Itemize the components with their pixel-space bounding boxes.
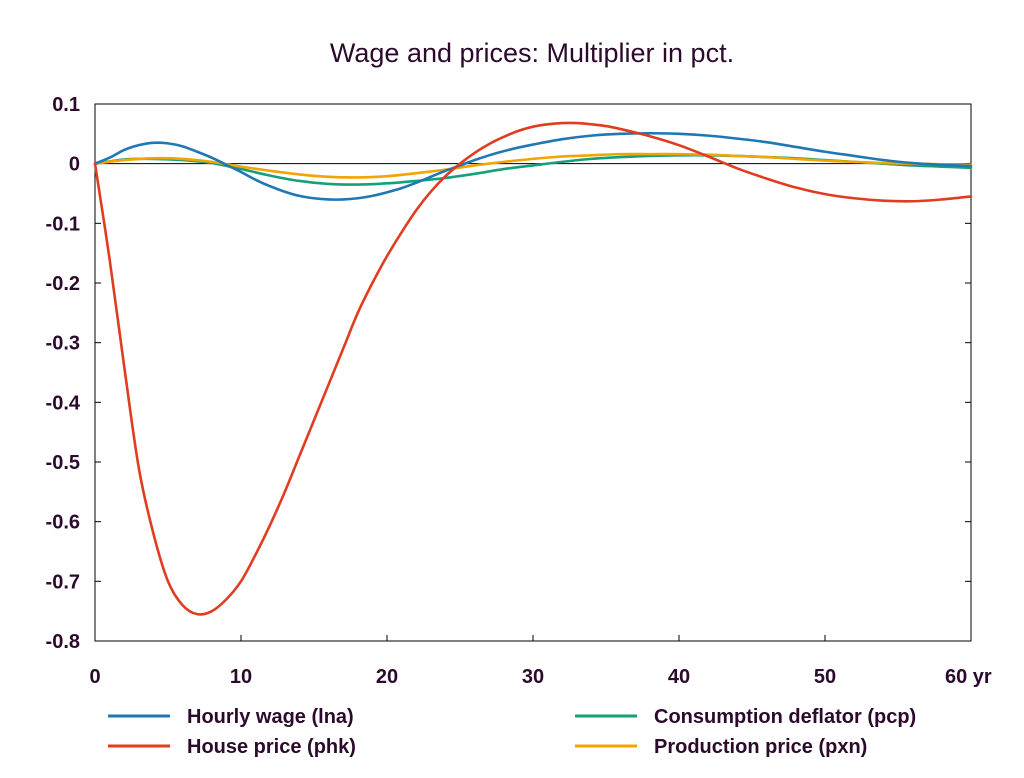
x-tick-label: 20 — [376, 666, 398, 688]
y-tick-label: -0.4 — [46, 392, 81, 414]
series-line-house-price-phk — [93, 121, 973, 616]
y-tick-label: 0.1 — [52, 94, 80, 116]
y-tick-label: -0.1 — [46, 213, 80, 235]
x-tick-label: 0 — [89, 666, 100, 688]
legend-label-house-price-phk: House price (phk) — [187, 736, 356, 758]
x-tick-label: 30 — [522, 666, 544, 688]
x-tick-label: 10 — [230, 666, 252, 688]
legend-label-hourly-wage-lna: Hourly wage (lna) — [187, 706, 354, 728]
plot-area-frame — [94, 103, 972, 642]
y-tick-label: -0.6 — [46, 512, 80, 534]
x-tick-label: 60 yr — [945, 666, 992, 688]
y-tick-label: -0.8 — [46, 631, 80, 653]
x-tick-label: 50 — [814, 666, 836, 688]
y-tick-label: -0.5 — [46, 452, 80, 474]
y-tick-label: -0.2 — [46, 273, 80, 295]
legend-label-production-price-pxn: Production price (pxn) — [654, 736, 867, 758]
series-line-production-price-pxn — [93, 152, 973, 179]
series-line-hourly-wage-lna — [93, 131, 973, 201]
y-tick-label: -0.7 — [46, 571, 80, 593]
legend-label-consumption-deflator-pcp: Consumption deflator (pcp) — [654, 706, 916, 728]
x-tick-label: 40 — [668, 666, 690, 688]
y-tick-label: 0 — [69, 154, 80, 176]
chart-title: Wage and prices: Multiplier in pct. — [330, 38, 734, 68]
y-tick-label: -0.3 — [46, 333, 80, 355]
